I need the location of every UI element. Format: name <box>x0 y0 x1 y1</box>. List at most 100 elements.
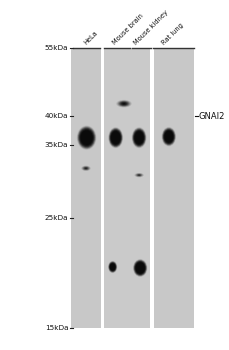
Ellipse shape <box>133 129 144 146</box>
Ellipse shape <box>84 167 87 169</box>
Ellipse shape <box>109 263 115 271</box>
Ellipse shape <box>138 266 141 270</box>
Ellipse shape <box>108 262 116 272</box>
Ellipse shape <box>118 101 129 106</box>
Ellipse shape <box>136 134 142 142</box>
Ellipse shape <box>134 261 145 275</box>
Ellipse shape <box>80 130 93 145</box>
Ellipse shape <box>135 133 142 143</box>
Ellipse shape <box>137 175 140 176</box>
Ellipse shape <box>109 263 115 271</box>
Ellipse shape <box>138 266 141 270</box>
Ellipse shape <box>81 132 91 144</box>
Ellipse shape <box>168 136 169 137</box>
Ellipse shape <box>109 264 115 271</box>
Ellipse shape <box>121 103 126 105</box>
Ellipse shape <box>111 266 113 268</box>
Ellipse shape <box>120 102 127 105</box>
Ellipse shape <box>135 133 142 142</box>
Ellipse shape <box>81 131 91 144</box>
Ellipse shape <box>112 266 113 268</box>
Ellipse shape <box>137 175 140 176</box>
Ellipse shape <box>111 132 119 143</box>
Ellipse shape <box>109 262 116 272</box>
Ellipse shape <box>110 264 114 270</box>
Ellipse shape <box>112 266 113 268</box>
Ellipse shape <box>78 127 94 148</box>
Ellipse shape <box>167 136 169 138</box>
Ellipse shape <box>163 130 173 143</box>
Ellipse shape <box>114 136 116 139</box>
Ellipse shape <box>108 262 116 272</box>
Ellipse shape <box>78 127 95 148</box>
Ellipse shape <box>137 174 140 176</box>
Ellipse shape <box>109 262 116 272</box>
Ellipse shape <box>110 131 120 145</box>
Ellipse shape <box>137 265 142 271</box>
Ellipse shape <box>109 263 115 271</box>
Ellipse shape <box>167 135 169 138</box>
Ellipse shape <box>80 130 93 146</box>
Ellipse shape <box>83 167 88 170</box>
Ellipse shape <box>79 129 93 147</box>
Ellipse shape <box>79 129 93 146</box>
Ellipse shape <box>110 131 120 145</box>
Ellipse shape <box>78 128 94 148</box>
Ellipse shape <box>137 174 140 176</box>
Ellipse shape <box>161 128 175 146</box>
Ellipse shape <box>84 167 87 169</box>
Ellipse shape <box>110 264 114 270</box>
Ellipse shape <box>84 167 87 169</box>
Ellipse shape <box>132 128 145 147</box>
Ellipse shape <box>111 132 119 143</box>
Ellipse shape <box>132 129 145 147</box>
Ellipse shape <box>162 128 174 145</box>
Ellipse shape <box>138 175 139 176</box>
Ellipse shape <box>84 167 87 169</box>
Ellipse shape <box>85 168 87 169</box>
Ellipse shape <box>164 131 172 142</box>
Ellipse shape <box>131 127 146 148</box>
Ellipse shape <box>138 137 139 139</box>
Ellipse shape <box>109 130 121 146</box>
Ellipse shape <box>110 265 114 270</box>
Ellipse shape <box>114 136 117 140</box>
Ellipse shape <box>83 167 88 170</box>
Ellipse shape <box>134 260 146 275</box>
Ellipse shape <box>109 263 115 271</box>
Ellipse shape <box>111 265 114 269</box>
Ellipse shape <box>167 135 169 138</box>
Ellipse shape <box>133 260 146 276</box>
Ellipse shape <box>113 135 117 141</box>
Ellipse shape <box>163 129 174 144</box>
Ellipse shape <box>108 261 117 273</box>
Ellipse shape <box>83 134 89 141</box>
Ellipse shape <box>133 260 146 276</box>
Ellipse shape <box>135 132 142 143</box>
Ellipse shape <box>85 168 86 169</box>
Ellipse shape <box>165 133 171 140</box>
Ellipse shape <box>85 168 87 169</box>
Ellipse shape <box>85 168 86 169</box>
Ellipse shape <box>111 265 113 268</box>
Ellipse shape <box>139 267 141 270</box>
Ellipse shape <box>119 102 128 106</box>
Ellipse shape <box>133 130 144 146</box>
Ellipse shape <box>138 266 141 270</box>
Ellipse shape <box>167 135 169 139</box>
Ellipse shape <box>108 128 122 148</box>
Ellipse shape <box>111 131 120 144</box>
Ellipse shape <box>131 128 145 148</box>
Ellipse shape <box>109 129 121 147</box>
Ellipse shape <box>166 134 170 139</box>
Ellipse shape <box>136 263 144 273</box>
Ellipse shape <box>109 128 122 147</box>
Ellipse shape <box>84 167 88 169</box>
Ellipse shape <box>120 102 127 105</box>
Ellipse shape <box>136 264 143 272</box>
Ellipse shape <box>164 132 172 142</box>
Text: 40kDa: 40kDa <box>44 113 68 119</box>
Ellipse shape <box>83 167 88 169</box>
Ellipse shape <box>139 267 141 269</box>
Ellipse shape <box>84 168 87 169</box>
